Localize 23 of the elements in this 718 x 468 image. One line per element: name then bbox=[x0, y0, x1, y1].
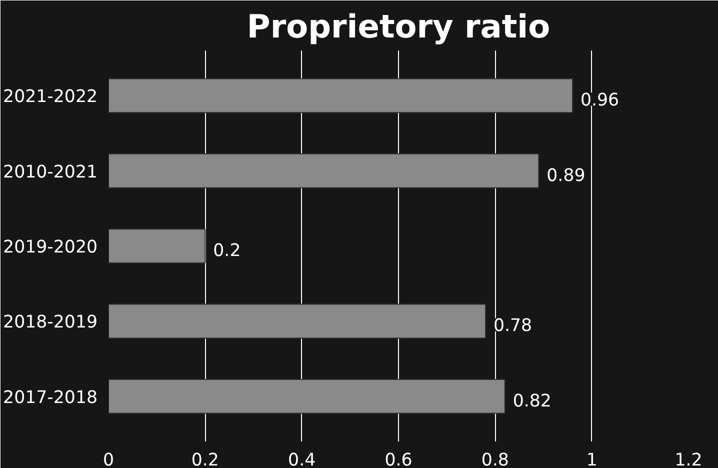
x-tick-label: 0.6 bbox=[384, 450, 412, 468]
y-tick-label: 2017-2018 bbox=[3, 388, 98, 408]
chart-title: Proprietory ratio bbox=[246, 8, 550, 46]
bar bbox=[108, 228, 206, 264]
x-tick-label: 0 bbox=[102, 450, 114, 468]
x-tick-label: 1.2 bbox=[674, 450, 702, 468]
y-tick-label: 2010-2021 bbox=[3, 162, 98, 182]
bar bbox=[108, 304, 486, 339]
data-label: 0.82 bbox=[512, 391, 552, 412]
x-tick-label: 0.8 bbox=[481, 450, 509, 468]
bar bbox=[108, 153, 540, 188]
data-label: 0.78 bbox=[494, 316, 532, 336]
x-tick-label: 0.4 bbox=[288, 450, 316, 468]
data-label: 0.89 bbox=[546, 166, 586, 186]
x-tick-label: 1 bbox=[586, 450, 598, 468]
y-tick-label: 2021-2022 bbox=[3, 87, 98, 108]
x-tick-label: 0.2 bbox=[191, 450, 219, 468]
y-tick-label: 2019-2020 bbox=[3, 238, 98, 258]
bar bbox=[108, 378, 506, 414]
y-tick-label: 2018-2019 bbox=[3, 312, 98, 333]
data-label: 0.96 bbox=[580, 90, 620, 111]
bar bbox=[108, 78, 573, 114]
data-label: 0.2 bbox=[213, 241, 241, 261]
